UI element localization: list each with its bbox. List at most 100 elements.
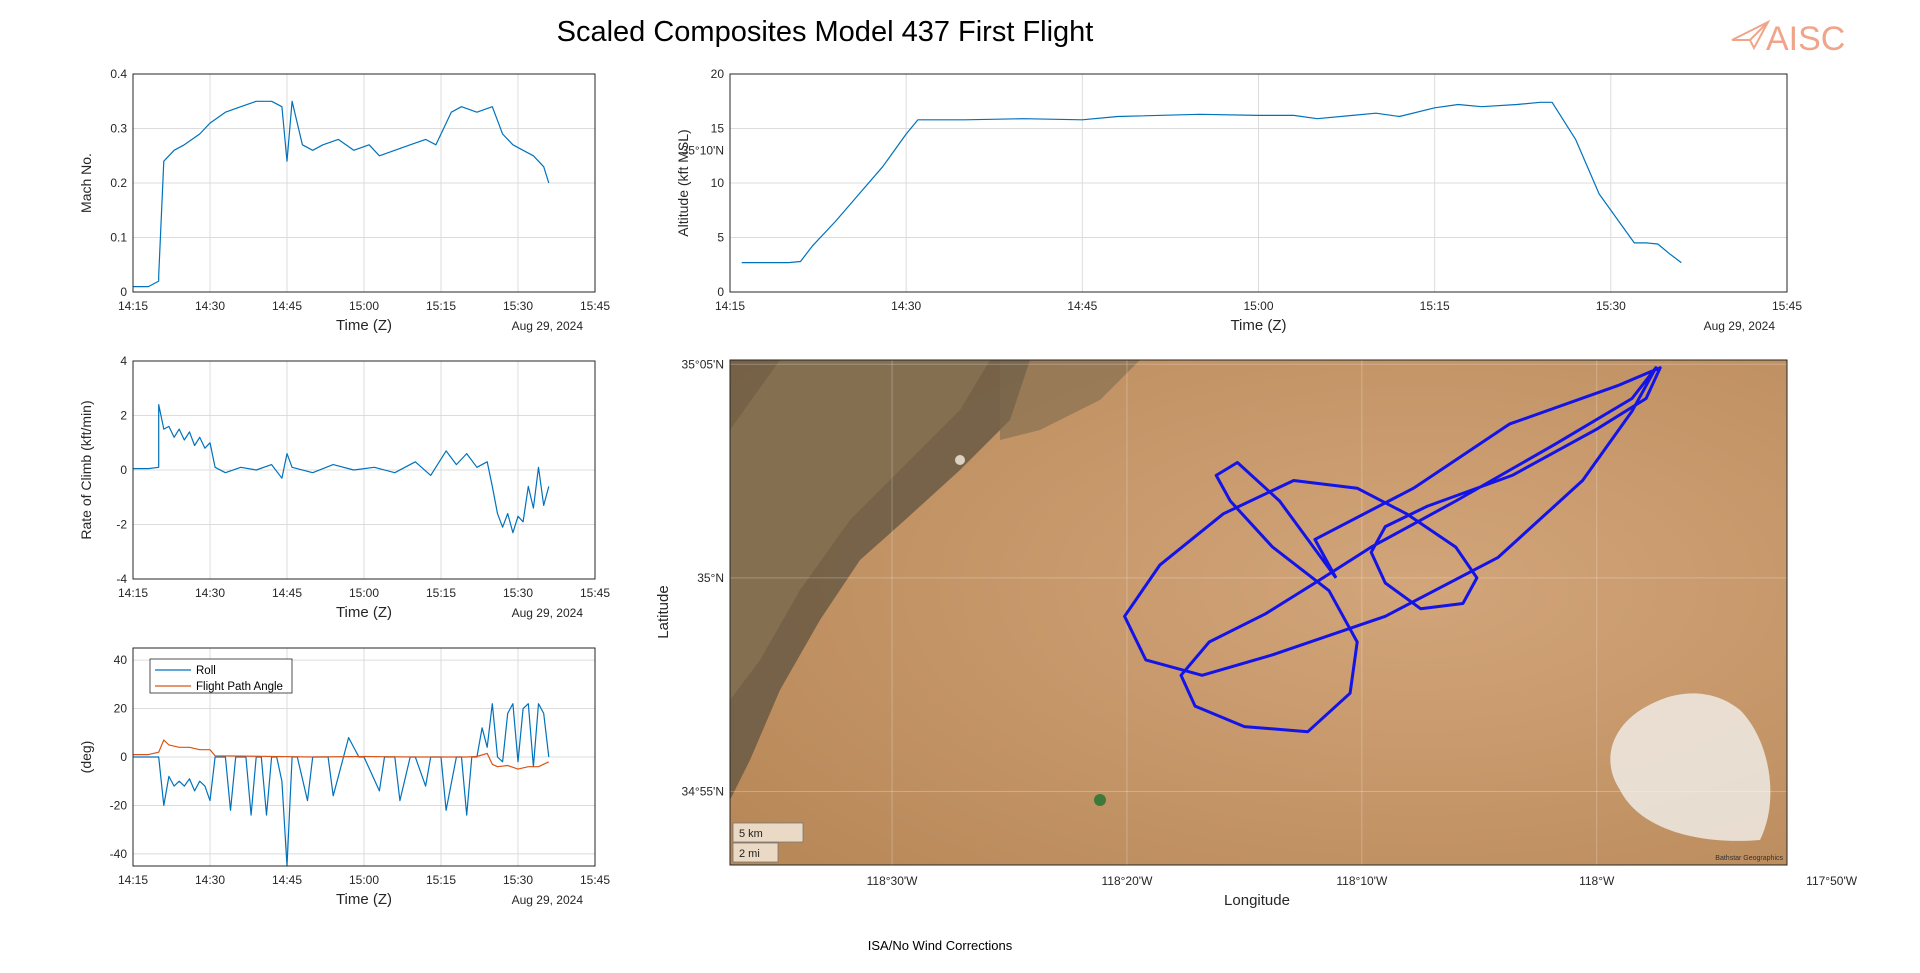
- x-tick-label: 14:30: [195, 873, 225, 887]
- y-axis-label: Rate of Climb (kft/min): [78, 400, 94, 539]
- map-ridge: [1000, 360, 1140, 440]
- map-town: [955, 455, 965, 465]
- y-axis-label: Altitude (kft MSL): [675, 129, 691, 236]
- x-axis-label: Time (Z): [336, 604, 392, 621]
- x-tick-label: 15:30: [1596, 299, 1626, 313]
- map-panel[interactable]: 5 km 2 mi Bathstar Geographics 118°30'W 1…: [655, 144, 1858, 909]
- paper-plane-icon: AISC: [1731, 19, 1845, 58]
- plot-frame: [132, 647, 596, 867]
- date-label: Aug 29, 2024: [512, 319, 584, 333]
- x-tick-label: 14:45: [272, 299, 302, 313]
- x-axis-label: Time (Z): [1230, 317, 1286, 334]
- y-tick-label: 15: [711, 122, 725, 136]
- map-ylabel: Latitude: [655, 585, 672, 638]
- longitude-tick-label: 117°50'W: [1806, 874, 1858, 888]
- y-tick-label: 0.4: [110, 67, 127, 81]
- x-axis-label: Time (Z): [336, 317, 392, 334]
- x-tick-label: 15:00: [349, 873, 379, 887]
- x-tick-label: 15:15: [426, 873, 456, 887]
- x-axis-label: Time (Z): [336, 891, 392, 908]
- altitude-chart[interactable]: 14:15 14:30 14:45 15:00 15:15 15:30 15:45 0 5 10 1…: [675, 67, 1802, 334]
- x-tick-label: 14:15: [118, 299, 148, 313]
- flight-track: [1123, 366, 1662, 734]
- y-axis-label: Mach No.: [78, 153, 94, 213]
- y-tick-label: 0.2: [110, 176, 127, 190]
- x-tick-label: 15:45: [580, 873, 610, 887]
- x-tick-label: 14:15: [118, 873, 148, 887]
- x-tick-label: 15:45: [580, 299, 610, 313]
- climb-series-line: [133, 404, 550, 534]
- map-attribution: Bathstar Geographics: [1715, 855, 1783, 862]
- x-tick-label: 15:30: [503, 586, 533, 600]
- longitude-tick-label: 118°W: [1579, 874, 1615, 888]
- x-tick-label: 15:15: [1420, 299, 1450, 313]
- y-tick-label: 40: [114, 653, 128, 667]
- y-tick-label: -2: [116, 518, 127, 532]
- date-label: Aug 29, 2024: [1704, 319, 1776, 333]
- latitude-tick-label: 35°N: [697, 571, 724, 585]
- map-lakebed: [1610, 693, 1771, 841]
- x-tick-label: 15:00: [349, 299, 379, 313]
- y-tick-label: -20: [110, 798, 128, 812]
- map-mountains-highlight: [730, 360, 990, 700]
- legend-label: Roll: [196, 665, 216, 677]
- y-tick-label: 10: [711, 176, 725, 190]
- map-xlabel: Longitude: [1224, 892, 1290, 909]
- y-tick-label: -4: [116, 572, 127, 586]
- y-tick-label: 20: [711, 67, 725, 81]
- longitude-tick-label: 118°20'W: [1102, 874, 1154, 888]
- plot-frame: [729, 73, 1788, 293]
- climb-chart[interactable]: 14:15 14:30 14:45 15:00 15:15 15:30 15:45 -4 -2 0…: [78, 354, 610, 621]
- altitude-series-line: [741, 101, 1682, 264]
- scale-mi: 2 mi: [739, 848, 760, 860]
- mach-series-line: [133, 100, 550, 288]
- longitude-tick-label: 118°10'W: [1336, 874, 1388, 888]
- x-tick-label: 15:00: [1243, 299, 1273, 313]
- x-tick-label: 14:45: [1067, 299, 1097, 313]
- y-axis-label: (deg): [78, 741, 94, 774]
- latitude-tick-label: 35°05'N: [682, 357, 724, 371]
- date-label: Aug 29, 2024: [512, 893, 584, 907]
- y-tick-label: -40: [110, 847, 128, 861]
- logo-text: AISC: [1766, 20, 1845, 58]
- footer-note: ISA/No Wind Corrections: [867, 938, 1013, 953]
- flight-path-angle-series-line: [133, 739, 550, 770]
- y-tick-label: 0.3: [110, 122, 127, 136]
- x-tick-label: 15:15: [426, 586, 456, 600]
- y-tick-label: 0: [120, 463, 127, 477]
- legend: Roll Flight Path Angle: [149, 658, 293, 694]
- date-label: Aug 29, 2024: [512, 606, 584, 620]
- scale-km: 5 km: [739, 828, 763, 840]
- longitude-tick-label: 118°30'W: [867, 874, 919, 888]
- y-tick-label: 0: [120, 285, 127, 299]
- legend-label: Flight Path Angle: [196, 681, 283, 693]
- x-tick-label: 14:30: [195, 299, 225, 313]
- x-tick-label: 15:30: [503, 299, 533, 313]
- latitude-tick-label: 35°10'N: [682, 144, 724, 158]
- x-tick-label: 15:30: [503, 873, 533, 887]
- latitude-tick-label: 34°55'N: [682, 785, 724, 799]
- scale-bar: 5 km 2 mi: [732, 822, 804, 863]
- x-tick-label: 15:45: [580, 586, 610, 600]
- x-tick-label: 14:45: [272, 873, 302, 887]
- y-tick-label: 0: [120, 750, 127, 764]
- y-tick-label: 0: [717, 285, 724, 299]
- x-tick-label: 14:15: [715, 299, 745, 313]
- map-frame: [729, 359, 1788, 866]
- x-tick-label: 15:15: [426, 299, 456, 313]
- plot-frame: [132, 73, 596, 293]
- x-tick-label: 14:15: [118, 586, 148, 600]
- y-tick-label: 20: [114, 702, 128, 716]
- y-tick-label: 4: [120, 354, 127, 368]
- x-tick-label: 15:45: [1772, 299, 1802, 313]
- y-tick-label: 5: [717, 231, 724, 245]
- attitude-chart[interactable]: 14:15 14:30 14:45 15:00 15:15 15:30 15:45 -40 -2…: [78, 647, 610, 908]
- aisc-logo: AISC: [1730, 14, 1880, 58]
- y-tick-label: 0.1: [110, 231, 127, 245]
- x-tick-label: 15:00: [349, 586, 379, 600]
- figure-title: Scaled Composites Model 437 First Flight: [557, 16, 1094, 48]
- mach-chart[interactable]: 14:15 14:30 14:45 15:00 15:15 15:30 15:45 0 0.1 0…: [78, 67, 610, 334]
- x-tick-label: 14:45: [272, 586, 302, 600]
- x-tick-label: 14:30: [195, 586, 225, 600]
